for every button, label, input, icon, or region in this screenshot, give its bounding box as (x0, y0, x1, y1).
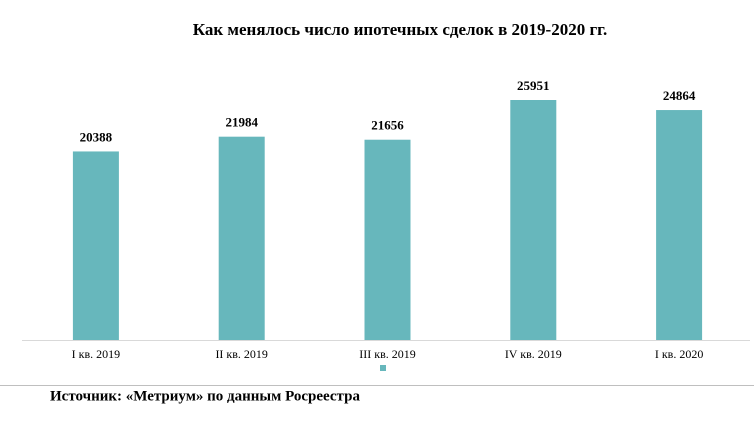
bar (364, 139, 411, 340)
legend-marker (380, 365, 386, 371)
x-tick-label: II кв. 2019 (215, 347, 268, 361)
data-label: 20388 (80, 129, 113, 144)
data-label: 21656 (371, 118, 404, 133)
data-label: 21984 (225, 115, 258, 130)
x-tick-label: I кв. 2019 (72, 347, 121, 361)
data-label: 24864 (663, 88, 696, 103)
bar (218, 136, 265, 340)
bar (72, 151, 119, 340)
x-tick-label: IV кв. 2019 (505, 347, 562, 361)
chart-title: Как менялось число ипотечных сделок в 20… (193, 20, 607, 39)
source-note: Источник: «Метриум» по данным Росреестра (50, 388, 360, 404)
x-tick-label: I кв. 2020 (655, 347, 704, 361)
x-tick-label: III кв. 2019 (359, 347, 415, 361)
bar (656, 110, 703, 340)
data-label: 25951 (517, 78, 550, 93)
bar (510, 100, 557, 340)
